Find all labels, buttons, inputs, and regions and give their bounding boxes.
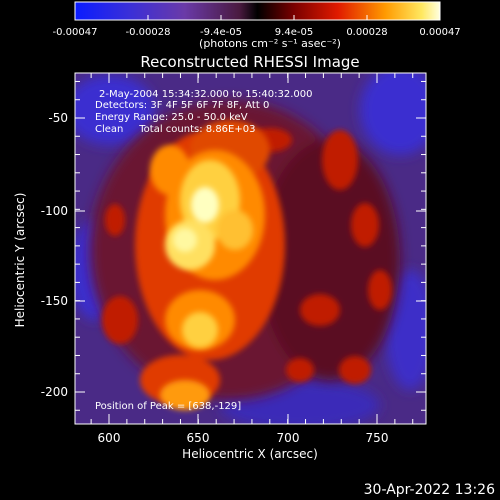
y-tick-label: -150 — [41, 294, 68, 308]
y-axis-tick-labels: -50 -100 -150 -200 — [41, 111, 68, 399]
peak-position-label: Position of Peak = [638,-129] — [95, 401, 241, 412]
y-tick-label: -50 — [48, 111, 68, 125]
colorbar-tick-label: -0.00028 — [126, 27, 171, 38]
reconstructed-image — [75, 73, 426, 424]
colorbar-ticks — [74, 15, 441, 20]
colorbar: -0.00047 -0.00028 -9.4e-05 9.4e-05 0.00028 0.… — [53, 1, 461, 50]
colorbar-tick-labels: -0.00047 -0.00028 -9.4e-05 9.4e-05 0.00028 0.… — [53, 27, 461, 38]
timestamp: 30-Apr-2022 13:26 — [364, 482, 495, 498]
x-axis-ticks — [90, 73, 414, 424]
plot-frame — [74, 72, 427, 425]
colorbar-tick-label: -9.4e-05 — [200, 27, 242, 38]
x-tick-label: 650 — [187, 431, 210, 445]
colorbar-unit-label: (photons cm⁻² s⁻¹ asec⁻²) — [199, 37, 341, 50]
colorbar-tick-label: -0.00047 — [53, 27, 98, 38]
x-tick-label: 700 — [277, 431, 300, 445]
colorbar-tick-label: 0.00047 — [419, 27, 460, 38]
colorbar-tick-label: 0.00028 — [346, 27, 387, 38]
x-axis-label: Heliocentric X (arcsec) — [182, 447, 318, 461]
x-axis-tick-labels: 600 650 700 750 — [98, 431, 389, 445]
y-tick-label: -100 — [41, 204, 68, 218]
y-axis-ticks — [75, 80, 426, 411]
info-time-range: 2-May-2004 15:34:32.000 to 15:40:32.000 — [99, 89, 312, 100]
info-detectors: Detectors: 3F 4F 5F 6F 7F 8F, Att 0 — [95, 100, 269, 111]
colorbar-tick-label: 9.4e-05 — [275, 27, 313, 38]
info-energy-range: Energy Range: 25.0 - 50.0 keV — [95, 112, 248, 123]
colorbar-gradient — [74, 1, 441, 21]
observation-info: 2-May-2004 15:34:32.000 to 15:40:32.000 … — [95, 89, 312, 135]
x-tick-label: 750 — [366, 431, 389, 445]
y-tick-label: -200 — [41, 385, 68, 399]
y-axis-label: Heliocentric Y (arcsec) — [13, 193, 27, 328]
info-total-counts: Clean Total counts: 8.86E+03 — [95, 124, 255, 135]
x-tick-label: 600 — [98, 431, 121, 445]
image-title: Reconstructed RHESSI Image — [140, 53, 359, 71]
